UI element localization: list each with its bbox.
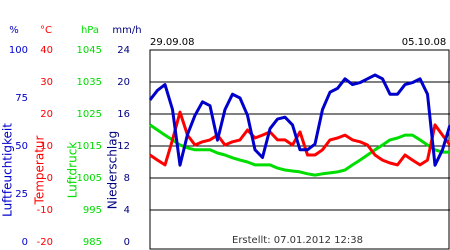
y-tick-label: -20 (37, 237, 53, 248)
series-line (149, 110, 450, 167)
axis-title: Luftfeuchtigkeit (1, 123, 15, 217)
y-tick-label: 50 (15, 141, 28, 152)
axis-unit: mm/h (112, 25, 141, 36)
y-tick-label: -10 (37, 205, 53, 216)
y-tick-label: 20 (117, 77, 130, 88)
series-line (148, 73, 450, 167)
x-tick-label: 05.10.08 (402, 37, 447, 48)
axis-unit: °C (40, 25, 52, 36)
y-tick-label: 30 (40, 77, 53, 88)
y-tick-label: 1045 (77, 45, 102, 56)
y-tick-label: 24 (117, 45, 130, 56)
y-tick-label: 1025 (77, 109, 102, 120)
y-tick-label: 1015 (77, 141, 102, 152)
axis-title: Niederschlag (106, 131, 120, 209)
y-tick-label: 40 (40, 45, 53, 56)
y-tick-label: 16 (117, 109, 130, 120)
axis-title: Temperatur (33, 135, 47, 205)
y-tick-label: 100 (9, 45, 28, 56)
y-tick-label: 0 (47, 173, 53, 184)
y-tick-label: 8 (124, 173, 130, 184)
axis-title: Luftdruck (66, 142, 80, 199)
y-tick-label: 75 (15, 93, 28, 104)
y-tick-label: 25 (15, 189, 28, 200)
y-tick-label: 0 (124, 237, 130, 248)
axis-unit: hPa (81, 25, 99, 36)
created-note: Erstellt: 07.01.2012 12:38 (232, 235, 363, 246)
y-tick-label: 12 (117, 141, 130, 152)
series-line (149, 123, 450, 177)
y-tick-label: 1035 (77, 77, 102, 88)
x-tick-label: 29.09.08 (150, 37, 195, 48)
y-tick-label: 985 (83, 237, 102, 248)
y-tick-label: 995 (83, 205, 102, 216)
y-tick-label: 0 (22, 237, 28, 248)
y-tick-label: 4 (124, 205, 130, 216)
axis-unit: % (9, 25, 19, 36)
y-tick-label: 20 (40, 109, 53, 120)
y-tick-label: 10 (40, 141, 53, 152)
y-tick-label: 1005 (77, 173, 102, 184)
